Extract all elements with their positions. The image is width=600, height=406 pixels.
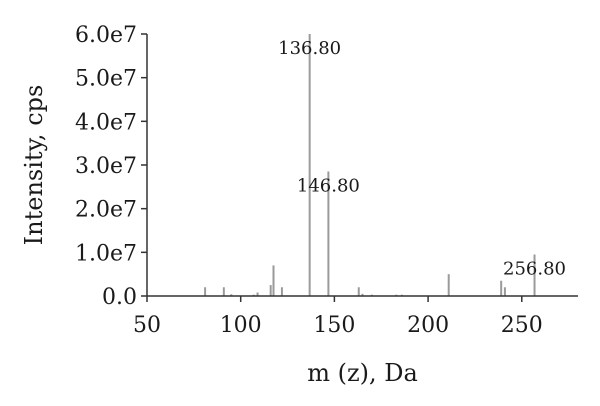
y-tick-label: 0.0: [102, 285, 137, 310]
axes: [146, 34, 578, 297]
x-tick-label: 200: [407, 313, 449, 338]
y-tick-label: 5.0e7: [75, 67, 137, 92]
peaks: [204, 34, 536, 296]
y-ticks: 0.0 1.0e7 2.0e7 3.0e7 4.0e7 5.0e7 6.0e7: [75, 23, 147, 310]
x-tick-label: 100: [220, 313, 262, 338]
y-tick-label: 1.0e7: [75, 241, 137, 266]
x-tick-label: 50: [133, 313, 161, 338]
x-tick-label: 150: [313, 313, 355, 338]
y-tick-label: 2.0e7: [75, 198, 137, 223]
peak-annotations: 136.80 146.80 256.80: [278, 38, 566, 280]
x-ticks: 50 100 150 200 250: [133, 296, 543, 338]
peak-label: 256.80: [503, 259, 566, 280]
x-tick-label: 250: [501, 313, 543, 338]
y-tick-label: 4.0e7: [75, 110, 137, 135]
y-tick-label: 3.0e7: [75, 154, 137, 179]
x-axis-title: m (z), Da: [307, 359, 418, 387]
peak-label: 146.80: [297, 176, 360, 197]
y-tick-label: 6.0e7: [75, 23, 137, 48]
peak-label: 136.80: [278, 38, 341, 59]
y-axis-title: Intensity, cps: [20, 85, 48, 246]
